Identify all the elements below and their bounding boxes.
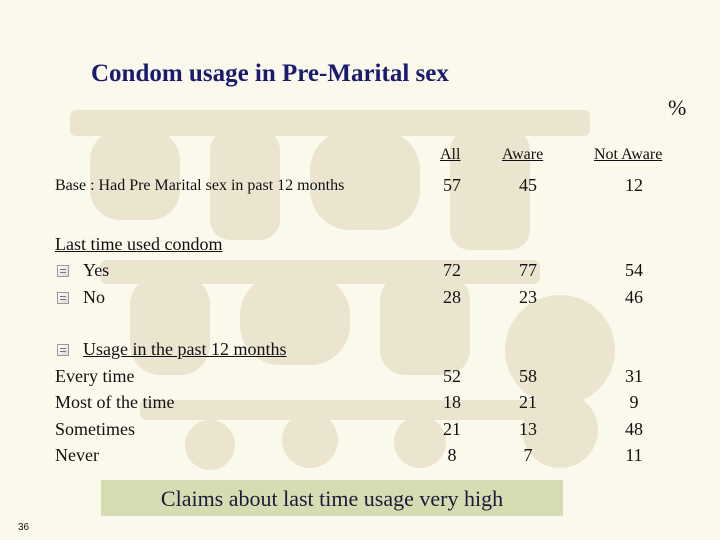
percent-sign: % — [668, 95, 687, 120]
cell-sometimes-not-aware: 48 — [625, 419, 643, 439]
background-watermark — [70, 110, 615, 470]
row-label-yes: Yes — [83, 260, 110, 280]
cell-no-aware: 23 — [519, 287, 537, 307]
cell-yes-all: 72 — [443, 260, 461, 280]
cell-no-all: 28 — [443, 287, 461, 307]
cell-yes-not-aware: 54 — [625, 260, 643, 280]
column-header-not-aware: Not Aware — [594, 146, 663, 163]
column-header-all: All — [440, 146, 461, 163]
row-label-never: Never — [55, 445, 99, 465]
section-heading-last-time: Last time used condom — [55, 234, 223, 254]
base-value-not-aware: 12 — [625, 175, 643, 195]
cell-most-not-aware: 9 — [629, 392, 639, 412]
cell-sometimes-all: 21 — [443, 419, 461, 439]
base-value-aware: 45 — [519, 175, 537, 195]
base-value-all: 57 — [443, 175, 461, 195]
cell-no-not-aware: 46 — [625, 287, 643, 307]
cell-never-aware: 7 — [523, 445, 533, 465]
section-heading-usage: Usage in the past 12 months — [83, 339, 287, 359]
row-label-no: No — [83, 287, 105, 307]
cell-sometimes-aware: 13 — [519, 419, 537, 439]
cell-never-all: 8 — [447, 445, 457, 465]
cell-never-not-aware: 11 — [625, 445, 643, 465]
slide-title: Condom usage in Pre-Marital sex — [91, 60, 449, 87]
cell-most-aware: 21 — [519, 392, 537, 412]
row-label-most-of-the-time: Most of the time — [55, 392, 175, 412]
cell-every-time-all: 52 — [443, 366, 461, 386]
cell-every-time-not-aware: 31 — [625, 366, 643, 386]
cell-most-all: 18 — [443, 392, 461, 412]
side-watermark-text — [695, 10, 715, 490]
cell-every-time-aware: 58 — [519, 366, 537, 386]
base-label: Base : Had Pre Marital sex in past 12 mo… — [55, 177, 345, 194]
bullet-icon — [57, 344, 69, 356]
bullet-icon — [57, 292, 69, 304]
cell-yes-aware: 77 — [519, 260, 537, 280]
row-label-sometimes: Sometimes — [55, 419, 135, 439]
row-label-every-time: Every time — [55, 366, 135, 386]
column-header-aware: Aware — [502, 146, 544, 163]
claims-callout: Claims about last time usage very high — [101, 480, 563, 516]
bullet-icon — [57, 265, 69, 277]
page-number: 36 — [18, 522, 30, 533]
